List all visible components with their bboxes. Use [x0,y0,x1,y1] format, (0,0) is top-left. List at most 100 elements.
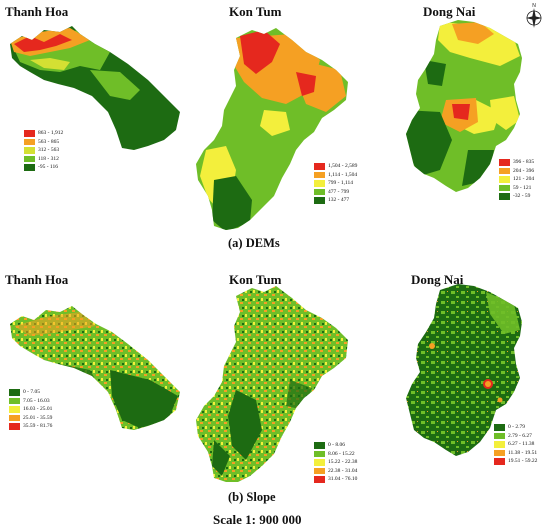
legend-swatch [494,441,505,448]
dem-maps-canvas [10,20,522,230]
dem-dong-nai-title: Dong Nai [423,4,476,19]
slope-dong-nai-legend: 0 - 2.79 2.79 - 6.27 6.27 - 11.38 11.38 … [494,423,538,466]
legend-label: 22.38 - 31.04 [328,467,358,474]
legend-swatch [499,193,510,200]
legend-label: 2.79 - 6.27 [508,432,532,439]
legend-swatch [24,147,35,154]
legend-swatch [494,458,505,465]
legend-swatch [499,176,510,183]
legend-swatch [24,138,35,145]
legend-item: 799 - 1,114 [314,179,357,188]
slope-thanh-hoa-title: Thanh Hoa [5,272,69,287]
legend-label: 25.01 - 35.59 [23,414,53,421]
slope-dong-nai-title: Dong Nai [411,272,464,287]
legend-item: -95 - 116 [24,163,63,172]
legend-swatch [314,163,325,170]
legend-item: 563 - 865 [24,138,63,147]
legend-label: 8.06 - 15.22 [328,450,355,457]
legend-label: 204 - 396 [513,167,535,174]
legend-label: 11.38 - 19.51 [508,449,538,456]
legend-item: 11.38 - 19.51 [494,449,537,458]
legend-item: 0 - 8.06 [314,441,357,450]
legend-swatch [499,167,510,174]
legend-swatch [9,423,20,430]
legend-label: 15.22 - 22.38 [328,459,358,466]
dem-kon-tum-map [196,28,348,230]
legend-swatch [314,450,325,457]
legend-item: 204 - 396 [499,167,534,176]
legend-item: -32 - 59 [499,192,534,201]
legend-swatch [494,424,505,431]
legend-swatch [314,442,325,449]
legend-item: 19.51 - 59.22 [494,457,537,466]
legend-swatch [9,414,20,421]
legend-item: 0 - 2.79 [494,423,537,432]
legend-swatch [314,476,325,483]
legend-swatch [24,130,35,137]
legend-swatch [314,467,325,474]
legend-swatch [314,459,325,466]
legend-label: 863 - 1,912 [38,130,64,137]
legend-item: 121 - 204 [499,175,534,184]
legend-item: 396 - 835 [499,158,534,167]
legend-label: 0 - 8.06 [328,442,345,449]
legend-item: 35.59 - 81.76 [9,422,52,431]
dem-kon-tum-title: Kon Tum [229,4,282,19]
north-arrow-icon: N [526,3,542,28]
slope-kon-tum-title: Kon Tum [229,272,282,287]
legend-swatch [494,449,505,456]
legend-swatch [314,197,325,204]
legend-swatch [494,432,505,439]
legend-label: 563 - 865 [38,138,60,145]
legend-label: 0 - 2.79 [508,424,525,431]
legend-swatch [314,180,325,187]
legend-swatch [9,389,20,396]
legend-label: 1,504 - 2,589 [328,163,358,170]
legend-item: 0 - 7.05 [9,388,52,397]
legend-swatch [314,171,325,178]
legend-label: 799 - 1,114 [328,180,354,187]
legend-item: 132 - 477 [314,196,357,205]
legend-item: 16.03 - 25.01 [9,405,52,414]
legend-item: 1,114 - 1,504 [314,171,357,180]
slope-caption: (b) Slope [228,490,276,504]
legend-item: 312 - 563 [24,146,63,155]
legend-label: 121 - 204 [513,176,535,183]
scale-label: Scale 1: 900 000 [213,512,302,527]
legend-swatch [499,159,510,166]
legend-item: 25.01 - 35.59 [9,414,52,423]
dem-thanh-hoa-title: Thanh Hoa [5,4,69,19]
legend-swatch [314,188,325,195]
dem-dong-nai-legend: 396 - 835 204 - 396 121 - 204 59 - 121 -… [499,158,535,201]
legend-swatch [9,406,20,413]
legend-label: 59 - 121 [513,184,532,191]
legend-swatch [9,397,20,404]
legend-label: -95 - 116 [38,164,58,171]
legend-label: 19.51 - 59.22 [508,458,538,465]
dem-kon-tum-legend: 1,504 - 2,589 1,114 - 1,504 799 - 1,114 … [314,162,358,205]
slope-thanh-hoa-legend: 0 - 7.05 7.05 - 16.03 16.03 - 25.01 25.0… [9,388,53,431]
legend-label: 396 - 835 [513,159,535,166]
legend-swatch [24,164,35,171]
legend-swatch [24,155,35,162]
compass-label: N [532,3,536,9]
legend-swatch [499,184,510,191]
legend-item: 59 - 121 [499,184,534,193]
legend-label: 1,114 - 1,504 [328,171,358,178]
legend-label: 132 - 477 [328,197,350,204]
legend-item: 31.04 - 76.10 [314,475,357,484]
legend-label: 35.59 - 81.76 [23,423,53,430]
legend-item: 863 - 1,912 [24,129,63,138]
legend-label: 6.27 - 11.38 [508,441,535,448]
legend-label: 0 - 7.05 [23,389,40,396]
legend-label: 118 - 312 [38,155,59,162]
legend-label: 16.03 - 25.01 [23,406,53,413]
legend-label: 477 - 799 [328,188,350,195]
legend-item: 6.27 - 11.38 [494,440,537,449]
legend-item: 22.38 - 31.04 [314,467,357,476]
legend-item: 2.79 - 6.27 [494,432,537,441]
legend-item: 15.22 - 22.38 [314,458,357,467]
legend-item: 1,504 - 2,589 [314,162,357,171]
dem-thanh-hoa-legend: 863 - 1,912 563 - 865 312 - 563 118 - 31… [24,129,64,172]
slope-maps-canvas [10,284,522,482]
